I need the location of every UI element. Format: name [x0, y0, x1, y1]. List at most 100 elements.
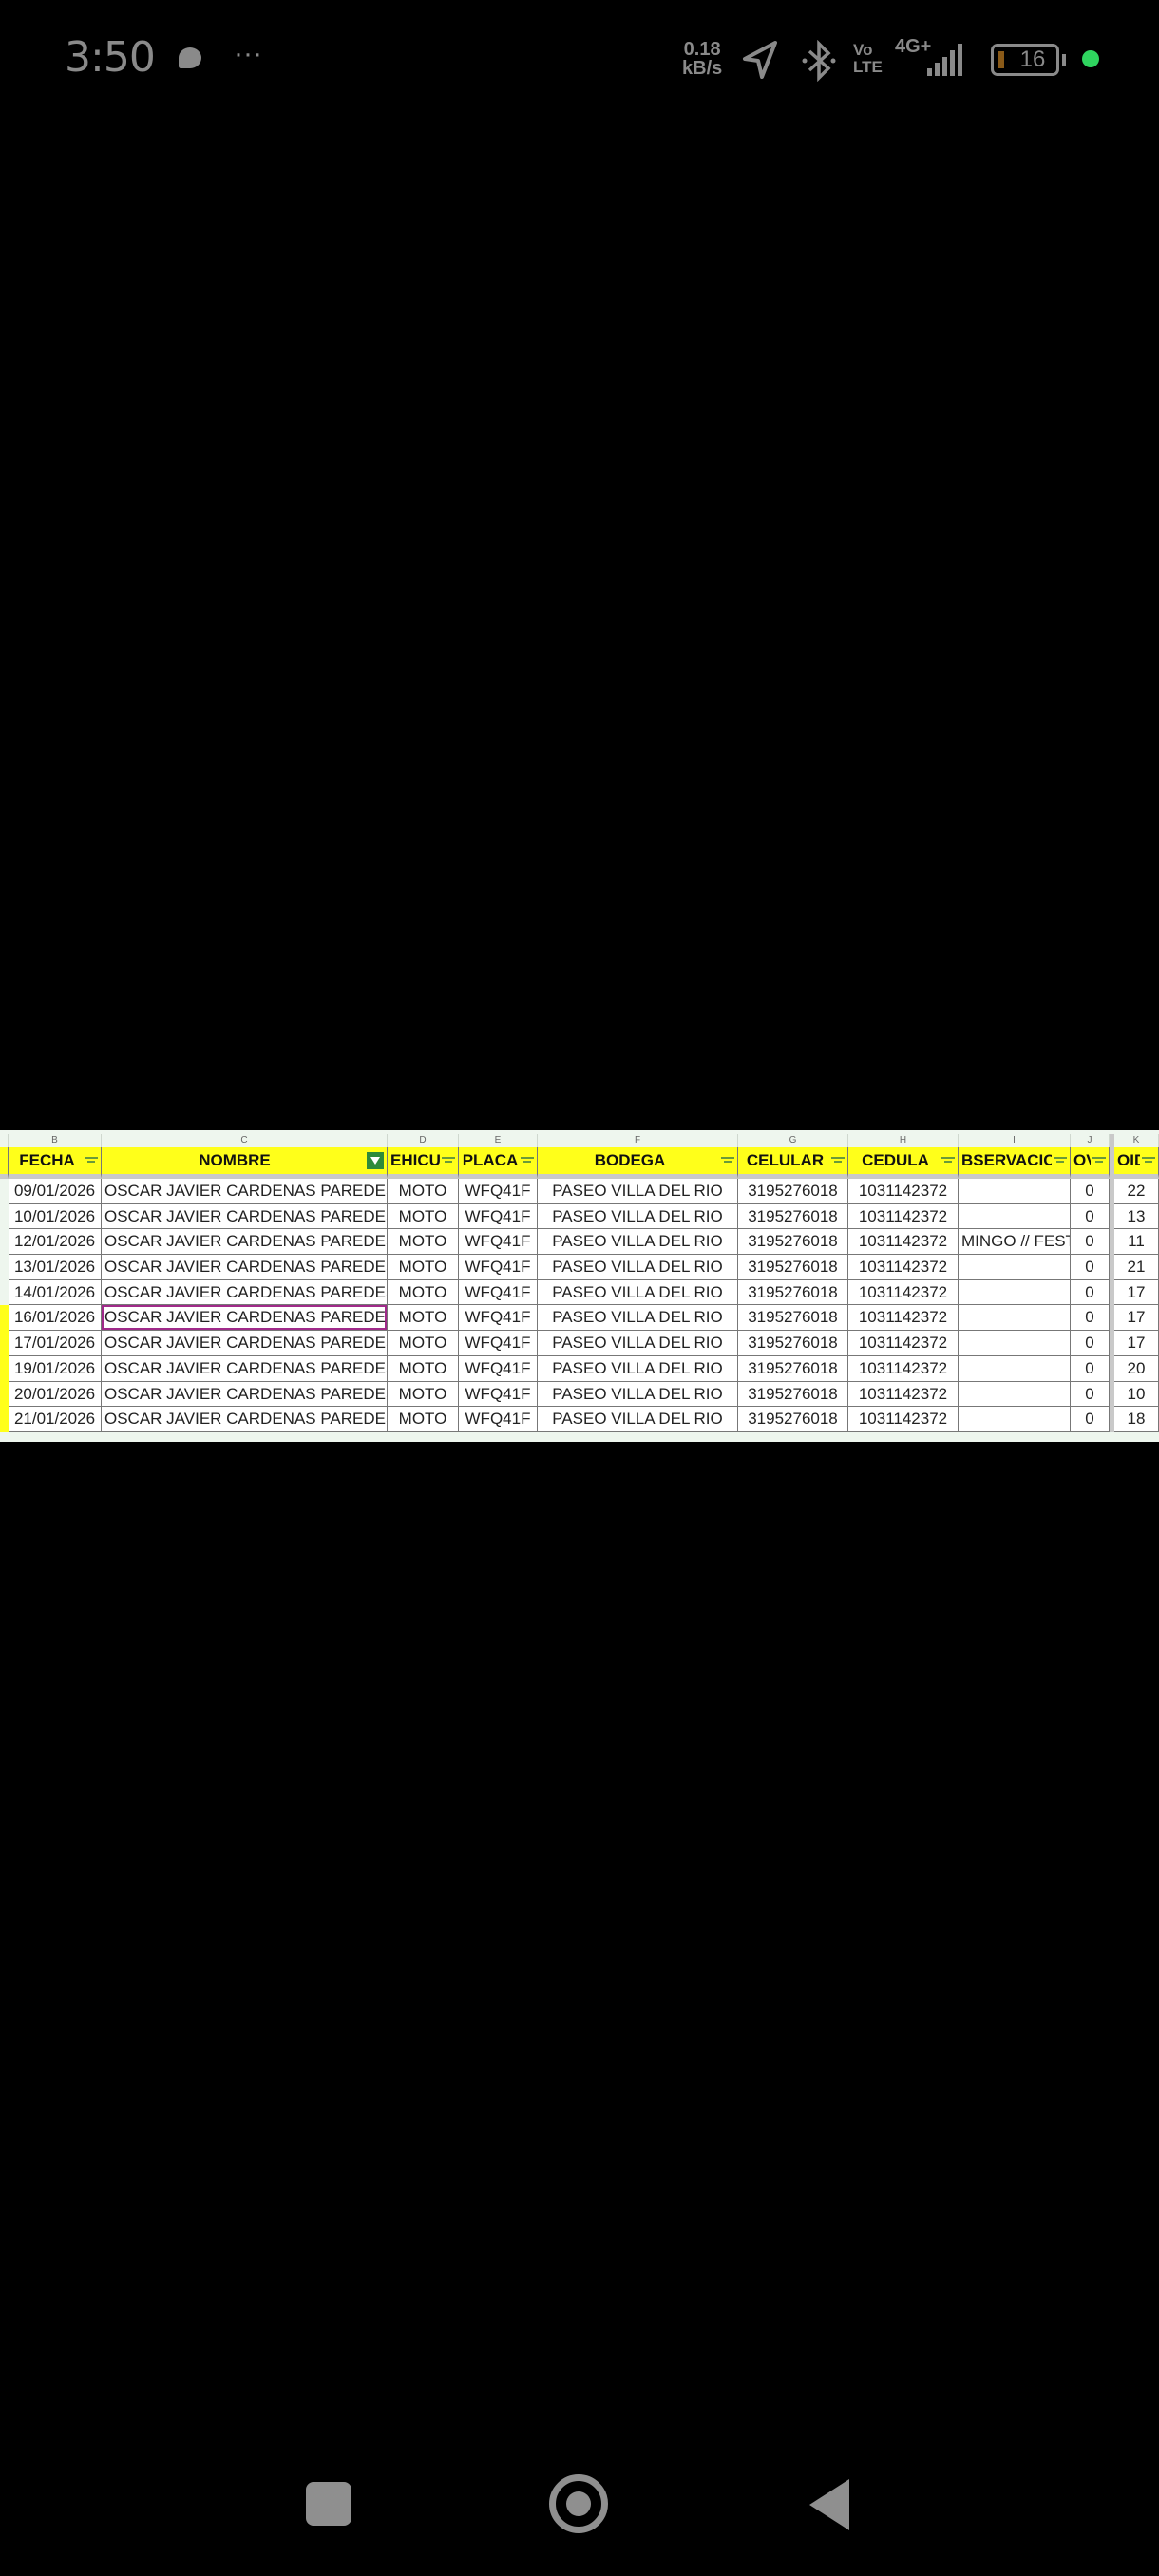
column-header[interactable]: NOMBRE — [102, 1147, 388, 1179]
column-letter[interactable]: D — [388, 1134, 459, 1147]
table-cell[interactable] — [959, 1305, 1071, 1332]
filter-icon[interactable] — [721, 1156, 734, 1165]
table-cell[interactable]: 1031142372 — [848, 1229, 959, 1256]
table-cell[interactable]: MINGO // FESTI — [959, 1229, 1071, 1256]
frozen-divider[interactable] — [1110, 1355, 1114, 1382]
column-letter[interactable]: E — [459, 1134, 538, 1147]
table-cell[interactable]: MOTO — [388, 1381, 459, 1408]
table-cell[interactable] — [959, 1203, 1071, 1230]
table-cell[interactable] — [959, 1381, 1071, 1408]
table-cell[interactable]: 0 — [1071, 1305, 1110, 1332]
column-header[interactable]: BODEGA — [538, 1147, 738, 1179]
table-cell[interactable]: 0 — [1071, 1255, 1110, 1280]
table-cell[interactable]: MOTO — [388, 1331, 459, 1356]
table-cell[interactable]: 1031142372 — [848, 1179, 959, 1204]
frozen-divider[interactable] — [1110, 1203, 1114, 1230]
table-cell[interactable]: 0 — [1071, 1381, 1110, 1408]
table-cell[interactable]: PASEO VILLA DEL RIO — [538, 1355, 738, 1382]
table-cell[interactable]: 20 — [1114, 1355, 1159, 1382]
table-cell[interactable]: 0 — [1071, 1331, 1110, 1356]
table-cell[interactable]: 3195276018 — [738, 1381, 848, 1408]
table-cell[interactable]: 3195276018 — [738, 1179, 848, 1204]
table-cell[interactable]: WFQ41F — [459, 1203, 538, 1230]
table-cell[interactable]: 3195276018 — [738, 1355, 848, 1382]
table-cell[interactable]: 21/01/2026 — [9, 1407, 102, 1432]
column-header[interactable]: FECHA — [9, 1147, 102, 1179]
table-cell[interactable]: OSCAR JAVIER CARDENAS PAREDES — [102, 1381, 388, 1408]
column-letter[interactable]: I — [959, 1134, 1071, 1147]
table-cell[interactable]: PASEO VILLA DEL RIO — [538, 1279, 738, 1306]
filter-active-icon[interactable] — [367, 1152, 384, 1169]
table-cell[interactable]: OSCAR JAVIER CARDENAS PAREDES — [102, 1407, 388, 1432]
frozen-divider[interactable] — [1110, 1134, 1114, 1147]
table-cell[interactable]: OSCAR JAVIER CARDENAS PAREDES — [102, 1279, 388, 1306]
table-cell[interactable]: MOTO — [388, 1179, 459, 1204]
table-cell[interactable]: 1031142372 — [848, 1279, 959, 1306]
table-cell[interactable]: 21 — [1114, 1255, 1159, 1280]
column-letter[interactable]: F — [538, 1134, 738, 1147]
table-cell[interactable]: 1031142372 — [848, 1407, 959, 1432]
column-header[interactable]: BSERVACIC — [959, 1147, 1071, 1179]
table-cell[interactable]: PASEO VILLA DEL RIO — [538, 1179, 738, 1204]
column-letter[interactable]: H — [848, 1134, 959, 1147]
table-cell[interactable]: 10/01/2026 — [9, 1203, 102, 1230]
filter-icon[interactable] — [941, 1156, 955, 1165]
table-cell[interactable] — [959, 1331, 1071, 1356]
column-header[interactable]: CEDULA — [848, 1147, 959, 1179]
table-cell[interactable]: 17 — [1114, 1279, 1159, 1306]
table-cell[interactable]: 3195276018 — [738, 1229, 848, 1256]
table-cell[interactable]: 0 — [1071, 1203, 1110, 1230]
table-cell[interactable]: 20/01/2026 — [9, 1381, 102, 1408]
table-cell[interactable]: WFQ41F — [459, 1305, 538, 1332]
table-cell[interactable]: MOTO — [388, 1305, 459, 1332]
frozen-divider[interactable] — [1110, 1229, 1114, 1256]
filter-icon[interactable] — [521, 1156, 534, 1165]
table-cell[interactable]: WFQ41F — [459, 1355, 538, 1382]
table-cell[interactable]: OSCAR JAVIER CARDENAS PAREDES — [102, 1305, 388, 1332]
table-cell[interactable]: OSCAR JAVIER CARDENAS PAREDES — [102, 1331, 388, 1356]
filter-icon[interactable] — [1092, 1156, 1106, 1165]
table-cell[interactable]: PASEO VILLA DEL RIO — [538, 1407, 738, 1432]
table-cell[interactable] — [959, 1279, 1071, 1306]
spreadsheet[interactable]: BCDEFGHIJKFECHANOMBREEHICULPLACABODEGACE… — [0, 1130, 1159, 1442]
table-cell[interactable]: 3195276018 — [738, 1203, 848, 1230]
column-letter[interactable]: J — [1071, 1134, 1110, 1147]
table-cell[interactable]: 0 — [1071, 1355, 1110, 1382]
column-header[interactable]: OID — [1114, 1147, 1159, 1179]
filter-icon[interactable] — [831, 1156, 845, 1165]
table-cell[interactable]: PASEO VILLA DEL RIO — [538, 1305, 738, 1332]
table-cell[interactable]: 1031142372 — [848, 1381, 959, 1408]
table-cell[interactable]: 16/01/2026 — [9, 1305, 102, 1332]
table-cell[interactable]: PASEO VILLA DEL RIO — [538, 1381, 738, 1408]
table-cell[interactable]: 3195276018 — [738, 1279, 848, 1306]
frozen-divider[interactable] — [1110, 1255, 1114, 1280]
column-header[interactable]: CELULAR — [738, 1147, 848, 1179]
table-cell[interactable]: 12/01/2026 — [9, 1229, 102, 1256]
table-cell[interactable]: 22 — [1114, 1179, 1159, 1204]
table-cell[interactable]: OSCAR JAVIER CARDENAS PAREDES — [102, 1355, 388, 1382]
table-cell[interactable]: MOTO — [388, 1229, 459, 1256]
table-cell[interactable]: MOTO — [388, 1203, 459, 1230]
table-cell[interactable]: MOTO — [388, 1255, 459, 1280]
table-cell[interactable] — [959, 1179, 1071, 1204]
table-cell[interactable]: 1031142372 — [848, 1355, 959, 1382]
filter-icon[interactable] — [1142, 1156, 1155, 1165]
table-cell[interactable]: PASEO VILLA DEL RIO — [538, 1203, 738, 1230]
table-cell[interactable]: 0 — [1071, 1229, 1110, 1256]
filter-icon[interactable] — [85, 1156, 98, 1165]
column-letter[interactable] — [0, 1134, 9, 1147]
frozen-divider[interactable] — [1110, 1381, 1114, 1408]
table-cell[interactable]: OSCAR JAVIER CARDENAS PAREDES — [102, 1255, 388, 1280]
table-cell[interactable]: PASEO VILLA DEL RIO — [538, 1229, 738, 1256]
column-letter[interactable]: K — [1114, 1134, 1159, 1147]
table-cell[interactable]: 17 — [1114, 1305, 1159, 1332]
table-cell[interactable]: 17/01/2026 — [9, 1331, 102, 1356]
table-cell[interactable]: WFQ41F — [459, 1407, 538, 1432]
table-cell[interactable]: MOTO — [388, 1355, 459, 1382]
table-cell[interactable]: WFQ41F — [459, 1331, 538, 1356]
table-cell[interactable]: OSCAR JAVIER CARDENAS PAREDES — [102, 1179, 388, 1204]
table-cell[interactable]: 3195276018 — [738, 1305, 848, 1332]
table-cell[interactable]: 10 — [1114, 1381, 1159, 1408]
home-button[interactable] — [549, 2474, 608, 2533]
table-cell[interactable]: MOTO — [388, 1407, 459, 1432]
